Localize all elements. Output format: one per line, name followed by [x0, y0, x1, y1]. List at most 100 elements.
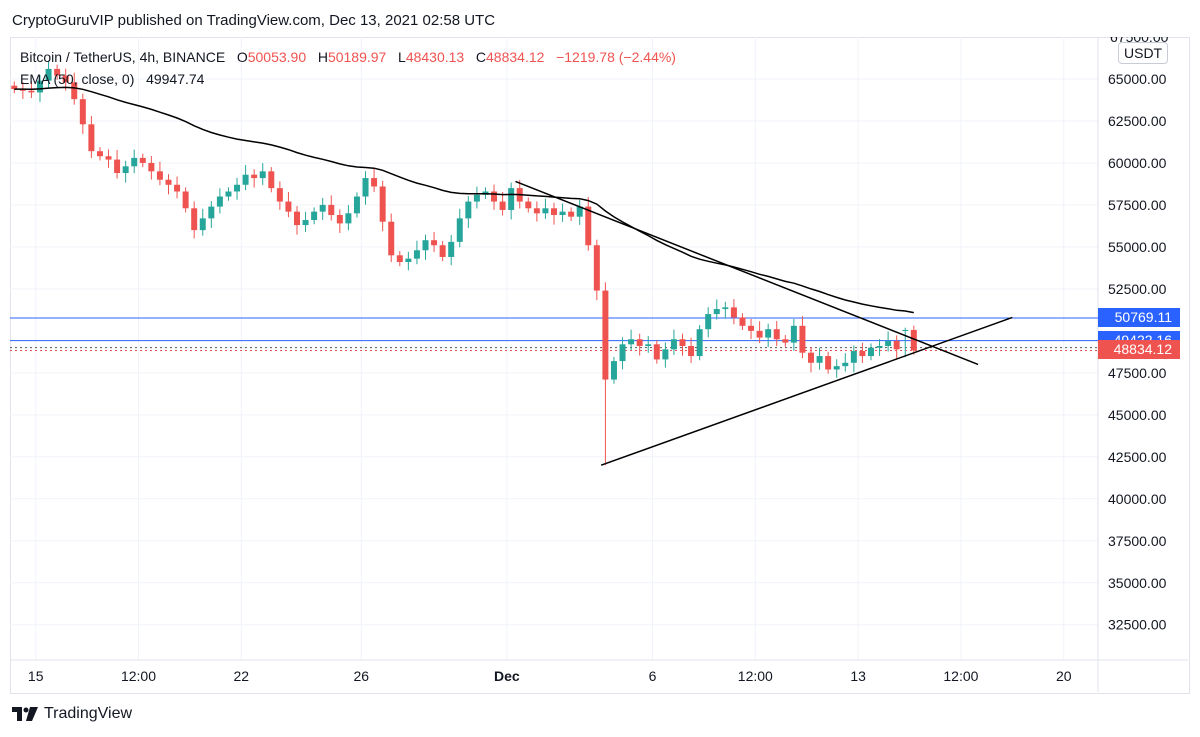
x-tick-label: 12:00 [943, 668, 978, 684]
tradingview-logo-text: TradingView [44, 705, 133, 722]
candle-body [311, 211, 318, 221]
candle-body [422, 240, 429, 251]
candle-body [131, 157, 138, 167]
candle-body [71, 82, 78, 100]
candle-body [722, 307, 729, 310]
low-value: 48430.13 [405, 49, 465, 65]
candle-body [319, 204, 326, 212]
candle-body [199, 218, 206, 231]
y-tick-label: 32500.00 [1108, 617, 1167, 633]
ema-value: 49947.74 [146, 71, 205, 87]
candle-body [336, 215, 343, 224]
candle-body [602, 290, 609, 380]
candle-body [405, 258, 412, 263]
candle-body [54, 68, 61, 76]
publisher-line: CryptoGuruVIP published on TradingView.c… [12, 12, 496, 29]
tradingview-logo-icon [12, 707, 38, 721]
candle-body [105, 156, 112, 160]
candle-body [799, 325, 806, 353]
low-label: L [398, 49, 406, 65]
price-chart[interactable]: 32500.00 35000.00 37500.00 40000.00 42500.00… [10, 37, 1188, 692]
candle-body [251, 174, 258, 179]
candle-body [730, 307, 737, 318]
candle-body [756, 330, 763, 338]
candle-body [765, 329, 772, 338]
close-value: 48834.12 [486, 49, 545, 65]
candle-body [525, 201, 532, 209]
candle-body [645, 344, 652, 346]
y-tick-label: 52500.00 [1108, 281, 1167, 297]
candle-body [174, 184, 181, 192]
y-tick-label: 40000.00 [1108, 491, 1167, 507]
candle-body [508, 188, 515, 210]
symbol-legend: Bitcoin / TetherUS, 4h, BINANCE O50053.9… [20, 49, 676, 65]
y-tick-label: 35000.00 [1108, 575, 1167, 591]
candle-body [876, 345, 883, 348]
candle-body [11, 85, 18, 90]
y-tick-label: 55000.00 [1108, 239, 1167, 255]
candle-body [499, 201, 506, 210]
candle-body [688, 345, 695, 357]
candle-body [670, 339, 677, 350]
y-tick-label: 62500.00 [1108, 113, 1167, 129]
candle-body [379, 186, 386, 222]
candle-body [885, 340, 892, 346]
candle-body [456, 218, 463, 242]
x-tick-label: 13 [850, 668, 866, 684]
ema-label[interactable]: EMA (50, close, 0) [20, 71, 135, 87]
ema-legend: EMA (50, close, 0) 49947.74 [20, 71, 204, 87]
candle-body [628, 339, 635, 345]
candle-body [362, 178, 369, 197]
candle-body [859, 351, 866, 357]
candle-body [773, 329, 780, 340]
x-tick-label: 12:00 [738, 668, 773, 684]
candle-body [850, 351, 857, 363]
candle-body [842, 362, 849, 367]
x-tick-label: 6 [649, 668, 657, 684]
candle-body [182, 191, 189, 209]
candle-body [662, 349, 669, 360]
candle-body [88, 124, 95, 152]
candle-body [893, 340, 900, 350]
currency-button[interactable]: USDT [1118, 42, 1169, 64]
candle-body [191, 208, 198, 231]
close-label: C [475, 49, 487, 65]
ema-line [14, 86, 914, 314]
x-tick-label: Dec [494, 668, 520, 684]
x-tick-label: 20 [1056, 668, 1072, 684]
candle-body [559, 211, 566, 215]
y-tick-label: 57500.00 [1108, 197, 1167, 213]
candle-body [431, 240, 438, 246]
candle-body [388, 221, 395, 256]
candle-body [268, 171, 275, 189]
y-tick-label: 60000.00 [1108, 155, 1167, 171]
candle-body [122, 166, 129, 174]
candle-body [36, 80, 43, 93]
candle-body [216, 196, 223, 207]
candle-body [910, 329, 917, 351]
candle-body [491, 191, 498, 202]
candle-body [302, 220, 309, 226]
candle-body [19, 89, 26, 91]
tradingview-logo[interactable]: TradingView [12, 705, 132, 723]
price-tag-last-price: 48834.12 [1098, 340, 1180, 360]
candle-body [816, 356, 823, 363]
candle-body [96, 151, 103, 157]
candle-body [636, 339, 643, 346]
price-tag-upper-line: 50769.11 [1098, 307, 1180, 327]
y-tick-label: 45000.00 [1108, 407, 1167, 423]
candle-body [465, 201, 472, 219]
high-value: 50189.97 [327, 49, 387, 65]
candle-body [679, 339, 686, 346]
y-tick-label: 37500.00 [1108, 533, 1167, 549]
x-tick-label: 26 [353, 668, 369, 684]
candle-body [808, 352, 815, 363]
symbol-label[interactable]: Bitcoin / TetherUS, 4h, BINANCE [20, 49, 226, 65]
candle-body [28, 90, 35, 93]
candle-body [371, 178, 378, 187]
candle-body [328, 204, 335, 215]
candle-body [62, 75, 69, 83]
candle-body [234, 184, 241, 192]
trendline [600, 316, 1013, 466]
candle-body [576, 206, 583, 217]
